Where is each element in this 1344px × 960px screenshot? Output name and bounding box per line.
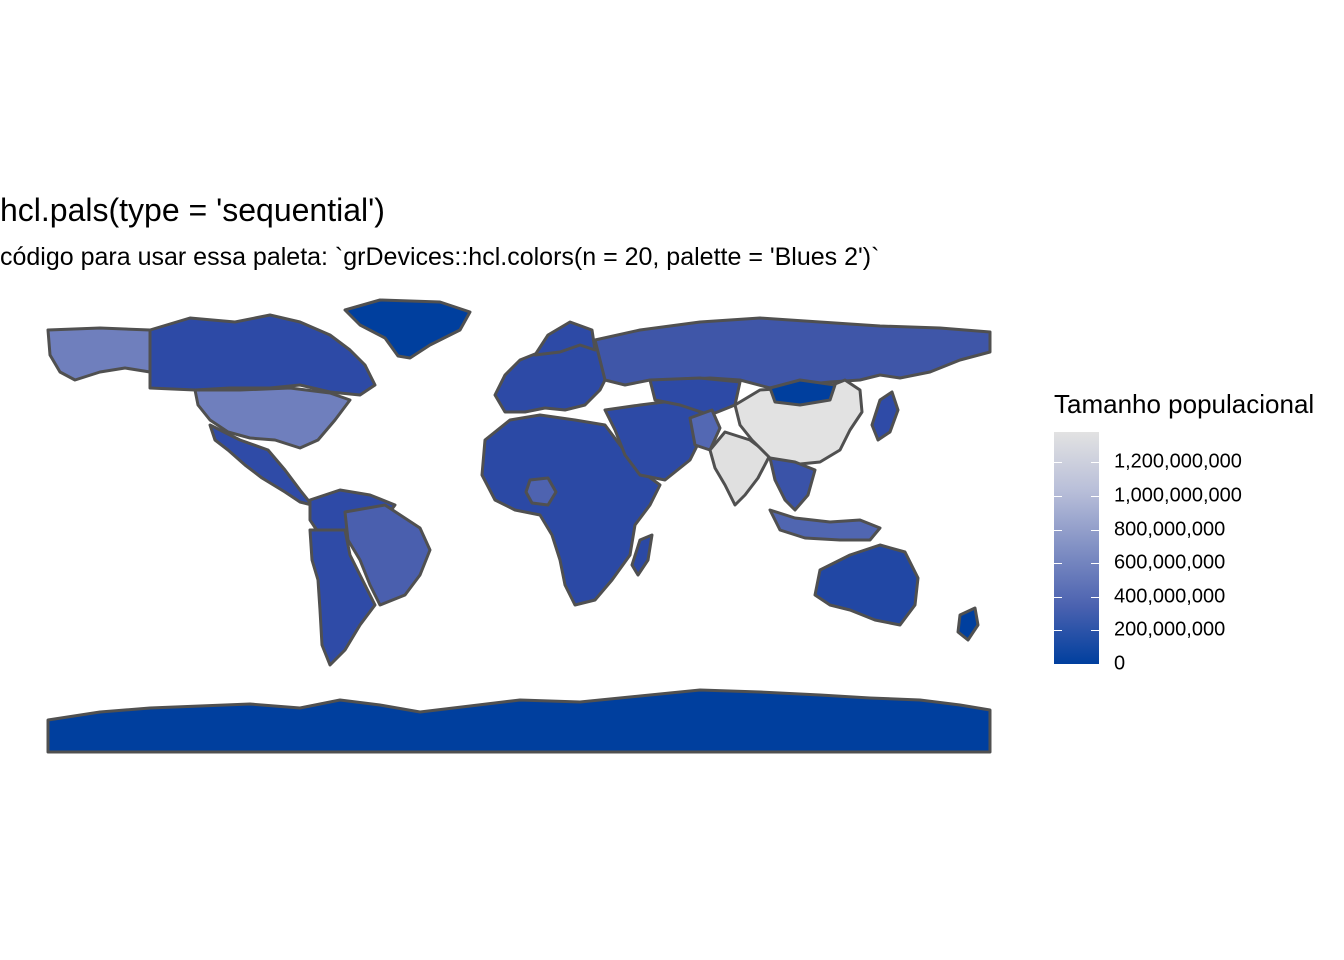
region-mexico bbox=[208, 423, 314, 507]
region-pakistan bbox=[688, 408, 722, 452]
legend-tick-mark bbox=[1091, 597, 1099, 598]
region-nigeria bbox=[524, 476, 558, 507]
region-greenland bbox=[343, 298, 472, 360]
map-regions bbox=[46, 298, 992, 754]
legend-tick-mark bbox=[1091, 462, 1099, 463]
legend-tick-label: 400,000,000 bbox=[1114, 585, 1226, 608]
legend-tick-label: 600,000,000 bbox=[1114, 551, 1226, 574]
legend-tick-mark bbox=[1091, 664, 1099, 665]
region-russia bbox=[593, 316, 992, 390]
region-alaska bbox=[46, 326, 152, 382]
legend-tick-label: 800,000,000 bbox=[1114, 518, 1226, 540]
region-australia bbox=[813, 543, 920, 627]
legend-tick-mark bbox=[1054, 597, 1062, 598]
region-japan bbox=[870, 390, 900, 442]
region-brazil bbox=[343, 503, 432, 607]
region-madagascar bbox=[630, 533, 654, 577]
legend-tick-label: 1,000,000,000 bbox=[1114, 484, 1242, 507]
legend-tick-mark bbox=[1054, 530, 1062, 531]
legend-tick-mark bbox=[1091, 530, 1099, 531]
map-subtitle: código para usar essa paleta: `grDevices… bbox=[0, 243, 880, 271]
map-title: hcl.pals(type = 'sequential') bbox=[0, 192, 385, 228]
region-new-zealand bbox=[956, 606, 980, 642]
legend-tick-mark bbox=[1091, 496, 1099, 497]
region-southeast-asia bbox=[768, 456, 817, 512]
legend-tick-label: 200,000,000 bbox=[1114, 618, 1226, 641]
legend-tick-mark bbox=[1054, 630, 1062, 631]
legend-tick-mark bbox=[1091, 563, 1099, 564]
legend-tick-mark bbox=[1054, 496, 1062, 497]
region-africa bbox=[480, 413, 662, 607]
region-india bbox=[708, 430, 772, 507]
legend-tick-mark bbox=[1054, 462, 1062, 463]
region-south-america-south bbox=[308, 528, 377, 667]
legend-tick-label: 0 bbox=[1114, 652, 1126, 675]
region-antarctica bbox=[46, 688, 992, 754]
region-canada bbox=[148, 313, 377, 397]
legend-tick-mark bbox=[1054, 664, 1062, 665]
region-mongolia bbox=[768, 378, 837, 407]
legend-tick-mark bbox=[1054, 563, 1062, 564]
legend-tick-mark bbox=[1091, 630, 1099, 631]
legend-colorbar bbox=[1054, 432, 1099, 664]
legend-tick-label: 1,200,000,000 bbox=[1114, 450, 1242, 473]
legend-title: Tamanho populacional bbox=[1054, 389, 1315, 419]
region-central-asia bbox=[648, 376, 742, 417]
region-united-states bbox=[193, 386, 352, 450]
region-indonesia bbox=[768, 508, 882, 542]
